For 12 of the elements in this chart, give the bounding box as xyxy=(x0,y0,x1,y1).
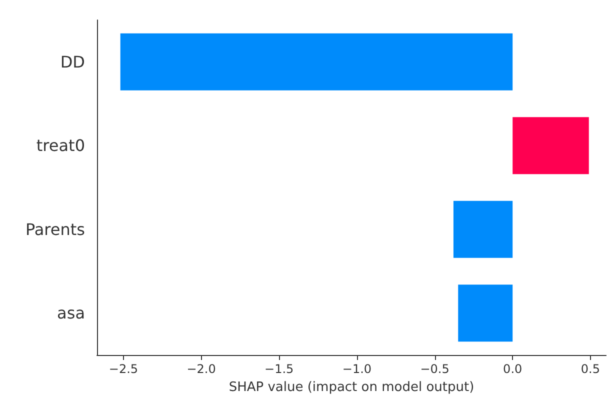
y-tick-label: Parents xyxy=(25,220,85,239)
x-tick-label: −1.0 xyxy=(342,362,372,376)
y-tick-label: treat0 xyxy=(36,136,85,156)
y-tick-label: DD xyxy=(60,52,85,72)
x-tick-label: −2.0 xyxy=(186,362,216,376)
x-tick-label: −1.5 xyxy=(264,362,294,376)
x-tick-label: −2.5 xyxy=(108,362,138,376)
x-tick-label: 0.0 xyxy=(503,362,522,376)
x-tick-label: 0.5 xyxy=(580,362,600,376)
x-axis-title: SHAP value (impact on model output) xyxy=(228,380,474,395)
x-tick-label: −0.5 xyxy=(420,362,450,376)
y-tick-label: asa xyxy=(57,304,85,323)
